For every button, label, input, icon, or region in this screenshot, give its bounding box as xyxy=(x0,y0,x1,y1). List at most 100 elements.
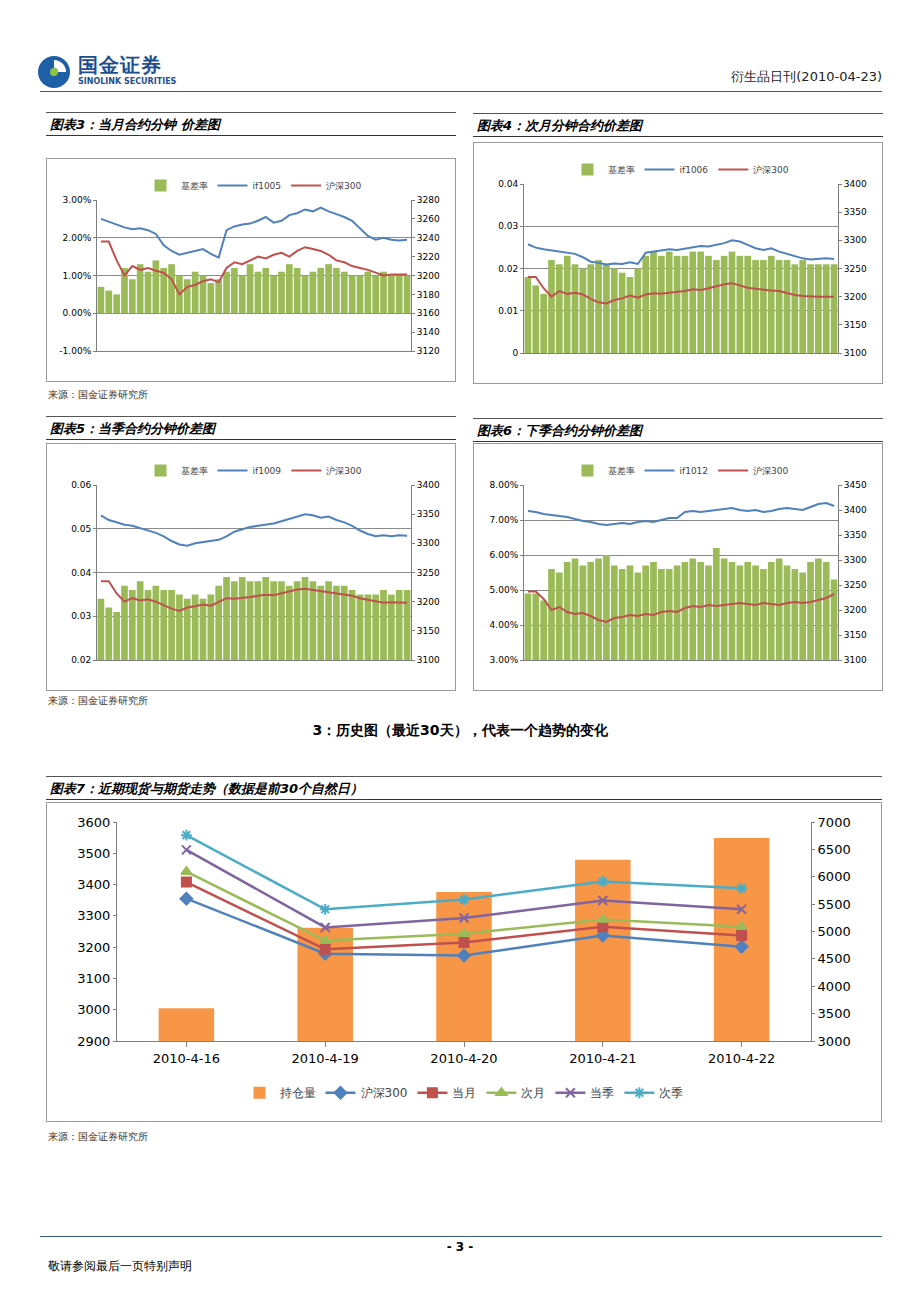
svg-text:3150: 3150 xyxy=(417,626,440,636)
svg-text:0.04: 0.04 xyxy=(498,179,518,189)
svg-text:0.06: 0.06 xyxy=(71,480,91,490)
svg-text:6.00%: 6.00% xyxy=(490,550,519,560)
svg-text:0.00%: 0.00% xyxy=(63,308,92,318)
svg-text:4500: 4500 xyxy=(818,951,851,966)
svg-text:3250: 3250 xyxy=(417,568,440,578)
svg-text:4000: 4000 xyxy=(818,979,851,994)
svg-text:if1006: if1006 xyxy=(680,165,709,175)
svg-text:基差率: 基差率 xyxy=(608,466,635,476)
svg-text:3260: 3260 xyxy=(417,214,440,224)
svg-text:0.04: 0.04 xyxy=(71,568,91,578)
svg-text:次季: 次季 xyxy=(659,1086,683,1100)
html-text:图表7：近期现货与期货走势（数据是前30个自然日）: 图表7：近期现货与期货走势（数据是前30个自然日） xyxy=(50,781,364,796)
html-text:图表6：下季合约分钟价差图: 图表6：下季合约分钟价差图 xyxy=(477,423,642,438)
svg-text:3350: 3350 xyxy=(844,530,867,540)
svg-text:3400: 3400 xyxy=(844,505,867,515)
svg-text:7.00%: 7.00% xyxy=(490,515,519,525)
html-text:国金证券: 国金证券 xyxy=(78,53,162,77)
svg-text:0.02: 0.02 xyxy=(498,264,518,274)
svg-text:3300: 3300 xyxy=(417,538,440,548)
html-text:衍生品日刊(2010-04-23): 衍生品日刊(2010-04-23) xyxy=(731,69,882,84)
svg-text:0.05: 0.05 xyxy=(71,524,91,534)
svg-text:0.03: 0.03 xyxy=(498,221,518,231)
svg-text:8.00%: 8.00% xyxy=(490,480,519,490)
svg-text:7000: 7000 xyxy=(818,815,851,830)
svg-text:3000: 3000 xyxy=(818,1034,851,1049)
svg-text:当季: 当季 xyxy=(590,1086,614,1100)
svg-text:if1012: if1012 xyxy=(680,466,709,476)
svg-text:3200: 3200 xyxy=(844,605,867,615)
svg-text:3300: 3300 xyxy=(77,908,110,923)
svg-text:3500: 3500 xyxy=(77,846,110,861)
svg-text:3600: 3600 xyxy=(77,815,110,830)
svg-text:2010-4-16: 2010-4-16 xyxy=(153,1051,220,1066)
html-text:图表4：次月分钟合约价差图: 图表4：次月分钟合约价差图 xyxy=(477,118,642,133)
svg-text:3350: 3350 xyxy=(417,509,440,519)
svg-text:0.03: 0.03 xyxy=(71,611,91,621)
svg-text:if1009: if1009 xyxy=(253,466,282,476)
html-text:图表5：当季合约分钟价差图: 图表5：当季合约分钟价差图 xyxy=(50,421,215,436)
svg-text:3400: 3400 xyxy=(77,877,110,892)
svg-text:3280: 3280 xyxy=(417,195,440,205)
svg-text:6500: 6500 xyxy=(818,842,851,857)
svg-text:5.00%: 5.00% xyxy=(490,585,519,595)
svg-text:0: 0 xyxy=(512,348,518,358)
svg-text:2010-4-20: 2010-4-20 xyxy=(430,1051,497,1066)
svg-text:2010-4-19: 2010-4-19 xyxy=(292,1051,359,1066)
svg-text:5500: 5500 xyxy=(818,897,851,912)
svg-text:3100: 3100 xyxy=(417,655,440,665)
html-text:3：历史图（最近30天），代表一个趋势的变化: 3：历史图（最近30天），代表一个趋势的变化 xyxy=(312,722,608,738)
svg-text:3300: 3300 xyxy=(844,555,867,565)
svg-text:3150: 3150 xyxy=(844,630,867,640)
svg-text:3.00%: 3.00% xyxy=(63,195,92,205)
svg-text:0.01: 0.01 xyxy=(498,306,518,316)
svg-text:1.00%: 1.00% xyxy=(63,271,92,281)
svg-text:3140: 3140 xyxy=(417,327,440,337)
svg-text:基差率: 基差率 xyxy=(181,181,208,191)
svg-text:基差率: 基差率 xyxy=(608,165,635,175)
svg-text:3180: 3180 xyxy=(417,290,440,300)
svg-text:2010-4-22: 2010-4-22 xyxy=(708,1051,775,1066)
svg-text:持仓量: 持仓量 xyxy=(280,1086,316,1100)
svg-text:3100: 3100 xyxy=(844,655,867,665)
svg-text:沪深300: 沪深300 xyxy=(326,181,361,191)
svg-text:3100: 3100 xyxy=(77,971,110,986)
svg-text:3100: 3100 xyxy=(844,348,867,358)
svg-text:沪深300: 沪深300 xyxy=(753,466,788,476)
svg-text:-1.00%: -1.00% xyxy=(59,346,91,356)
svg-text:3400: 3400 xyxy=(844,179,867,189)
svg-text:2010-4-21: 2010-4-21 xyxy=(569,1051,636,1066)
svg-text:当月: 当月 xyxy=(452,1086,476,1100)
svg-text:次月: 次月 xyxy=(521,1086,545,1100)
svg-text:5000: 5000 xyxy=(818,924,851,939)
svg-text:6000: 6000 xyxy=(818,869,851,884)
svg-text:3200: 3200 xyxy=(417,271,440,281)
svg-text:沪深300: 沪深300 xyxy=(753,165,788,175)
svg-text:3250: 3250 xyxy=(844,264,867,274)
svg-text:3200: 3200 xyxy=(77,940,110,955)
svg-text:3160: 3160 xyxy=(417,308,440,318)
svg-text:3450: 3450 xyxy=(844,480,867,490)
svg-text:if1005: if1005 xyxy=(253,181,282,191)
svg-text:3.00%: 3.00% xyxy=(490,655,519,665)
svg-text:2.00%: 2.00% xyxy=(63,233,92,243)
svg-text:4.00%: 4.00% xyxy=(490,620,519,630)
svg-text:3200: 3200 xyxy=(844,292,867,302)
svg-text:3350: 3350 xyxy=(844,207,867,217)
svg-text:3150: 3150 xyxy=(844,320,867,330)
svg-text:沪深300: 沪深300 xyxy=(361,1086,408,1100)
svg-text:3120: 3120 xyxy=(417,346,440,356)
svg-text:3400: 3400 xyxy=(417,480,440,490)
svg-text:0.02: 0.02 xyxy=(71,655,91,665)
svg-text:基差率: 基差率 xyxy=(181,466,208,476)
svg-text:3240: 3240 xyxy=(417,233,440,243)
html-text:图表3：当月合约分钟 价差图: 图表3：当月合约分钟 价差图 xyxy=(50,117,220,132)
svg-text:3000: 3000 xyxy=(77,1002,110,1017)
svg-text:3250: 3250 xyxy=(844,580,867,590)
svg-text:沪深300: 沪深300 xyxy=(326,466,361,476)
svg-text:2900: 2900 xyxy=(77,1034,110,1049)
svg-text:3220: 3220 xyxy=(417,252,440,262)
svg-text:3200: 3200 xyxy=(417,597,440,607)
svg-text:3300: 3300 xyxy=(844,235,867,245)
svg-text:3500: 3500 xyxy=(818,1006,851,1021)
